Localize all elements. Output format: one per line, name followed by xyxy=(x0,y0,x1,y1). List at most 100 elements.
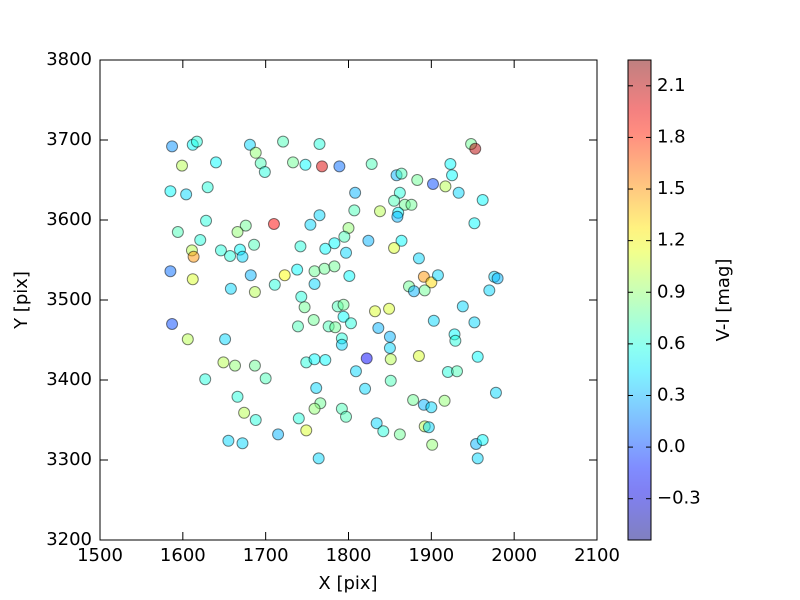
scatter-point xyxy=(383,342,396,354)
scatter-point xyxy=(349,186,362,199)
scatter-point xyxy=(277,135,290,148)
scatter-point xyxy=(166,140,179,153)
scatter-point xyxy=(166,318,179,330)
scatter-point xyxy=(176,159,189,172)
scatter-point xyxy=(348,204,361,217)
scatter-point xyxy=(217,356,230,369)
scatter-point xyxy=(214,244,227,257)
scatter-point xyxy=(446,169,459,182)
x-tick-label: 2000 xyxy=(491,545,537,566)
scatter-point xyxy=(483,284,496,297)
scatter-point xyxy=(329,321,342,334)
colorbar-tick-label: 0.3 xyxy=(657,384,686,405)
scatter-point xyxy=(295,290,308,303)
scatter-point xyxy=(393,186,406,199)
scatter-point xyxy=(451,365,464,378)
colorbar-tick-label: 0.0 xyxy=(657,436,686,457)
scatter-point xyxy=(229,359,242,372)
scatter-point xyxy=(373,205,386,218)
scatter-point xyxy=(248,359,261,372)
scatter-point xyxy=(171,226,184,238)
scatter-point xyxy=(180,188,193,201)
scatter-point xyxy=(452,186,465,199)
scatter-point xyxy=(393,428,406,441)
scatter-point xyxy=(340,410,353,423)
scatter-point xyxy=(388,194,401,207)
scatter-point xyxy=(199,373,212,386)
x-tick-label: 1700 xyxy=(243,545,289,566)
scatter-point xyxy=(349,365,362,378)
scatter-point xyxy=(383,302,396,315)
colorbar-tick-label: 0.9 xyxy=(657,281,686,302)
y-tick-label: 3700 xyxy=(46,129,92,150)
scatter-point xyxy=(304,218,317,231)
colorbar-tick-label: 1.5 xyxy=(657,178,686,199)
scatter-point xyxy=(407,285,420,298)
scatter-point xyxy=(395,234,408,247)
y-tick-label: 3400 xyxy=(46,369,92,390)
scatter-point xyxy=(319,242,332,255)
y-tick-label: 3200 xyxy=(46,529,92,550)
x-tick-label: 1800 xyxy=(326,545,372,566)
scatter-point xyxy=(468,316,481,329)
scatter-point xyxy=(407,394,420,406)
colorbar xyxy=(627,59,652,541)
scatter-point xyxy=(328,260,341,273)
scatter-point xyxy=(476,194,489,206)
colorbar-label: V-I [mag] xyxy=(713,259,734,342)
scatter-point xyxy=(308,265,321,278)
scatter-point xyxy=(426,438,439,451)
scatter-point xyxy=(369,305,382,318)
scatter-point xyxy=(471,350,484,363)
scatter-point xyxy=(287,156,300,169)
scatter-point xyxy=(278,269,291,282)
scatter-point xyxy=(328,237,341,250)
scatter-point xyxy=(238,406,251,419)
scatter-point xyxy=(307,314,320,326)
scatter-point xyxy=(243,138,256,151)
scatter-point xyxy=(360,352,373,365)
scatter-point xyxy=(335,338,348,351)
scatter-point xyxy=(244,269,257,282)
scatter-point xyxy=(248,238,261,251)
scatter-point xyxy=(412,252,425,265)
y-tick-label: 3500 xyxy=(46,289,92,310)
scatter-point xyxy=(258,166,271,178)
scatter-point xyxy=(231,390,244,403)
scatter-point xyxy=(362,234,375,247)
scatter-point xyxy=(471,452,484,465)
scatter-point xyxy=(319,354,332,366)
scatter-point xyxy=(405,198,418,211)
scatter-point xyxy=(444,158,457,170)
scatter-point xyxy=(259,372,272,385)
scatter-point xyxy=(333,160,346,173)
scatter-point xyxy=(372,322,385,334)
scatter-point xyxy=(300,424,313,437)
scatter-point xyxy=(313,138,326,150)
colorbar-tick-label: 2.1 xyxy=(657,75,686,96)
scatter-point xyxy=(248,286,261,298)
scatter-point xyxy=(294,240,307,253)
scatter-point xyxy=(164,185,177,198)
scatter-point xyxy=(272,428,285,441)
scatter-point xyxy=(412,350,425,362)
y-tick-label: 3300 xyxy=(46,449,92,470)
y-tick-label: 3800 xyxy=(46,49,92,70)
scatter-point xyxy=(476,434,489,446)
scatter-point xyxy=(377,425,390,438)
x-axis-label: X [pix] xyxy=(318,573,377,594)
colorbar-tick-label: −0.3 xyxy=(657,488,701,509)
scatter-point xyxy=(491,272,504,285)
scatter-point xyxy=(313,209,326,222)
x-tick-label: 1600 xyxy=(160,545,206,566)
scatter-point xyxy=(219,333,232,346)
scatter-point xyxy=(384,353,397,366)
scatter-point xyxy=(298,301,311,314)
scatter-point xyxy=(456,300,469,313)
scatter-point xyxy=(340,246,353,259)
scatter-point xyxy=(469,142,482,155)
scatter-point xyxy=(384,374,397,387)
x-tick-label: 2100 xyxy=(574,545,620,566)
scatter-point xyxy=(383,330,396,343)
scatter-point xyxy=(388,242,401,254)
